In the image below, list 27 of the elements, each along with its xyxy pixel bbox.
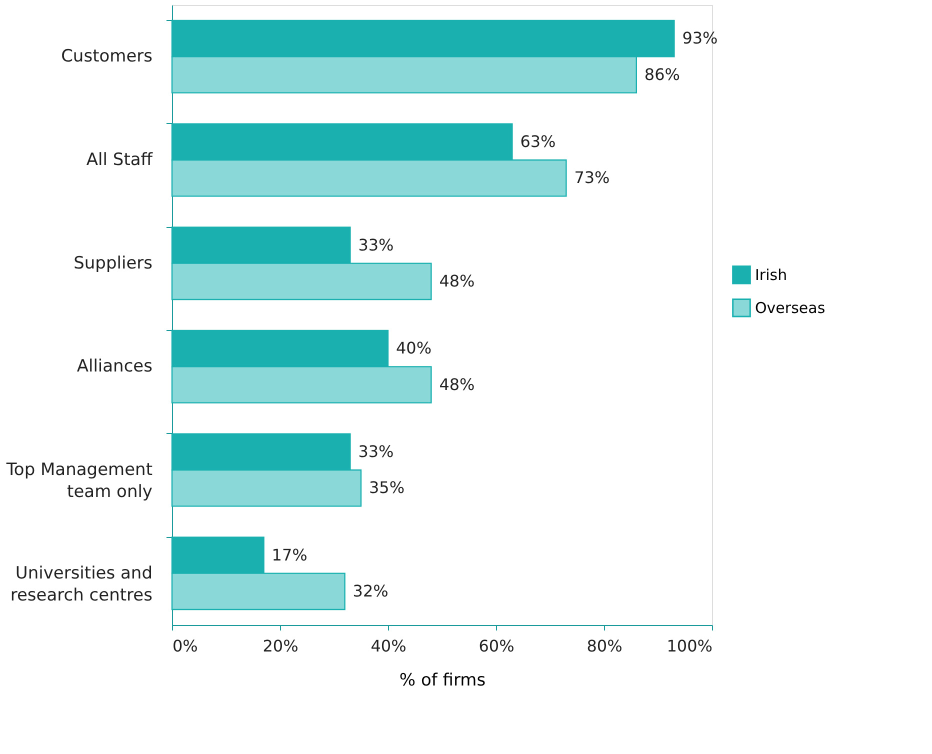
data-label: 35% [369, 478, 405, 498]
x-tick-label: 0% [172, 636, 198, 656]
x-tick-label: 80% [586, 636, 622, 656]
data-label: 32% [352, 581, 388, 600]
data-label: 63% [520, 132, 556, 151]
data-label: 40% [396, 338, 432, 358]
legend-label: Irish [755, 266, 788, 284]
data-label: 73% [574, 168, 610, 188]
y-tick-label: All Staff [86, 150, 154, 170]
data-label: 33% [358, 235, 394, 254]
x-axis-title: % of firms [399, 670, 486, 690]
x-tick-label: 100% [666, 636, 712, 656]
y-tick-label: Customers [61, 46, 153, 67]
data-label: 86% [644, 64, 680, 84]
y-tick-label: Suppliers [74, 253, 153, 274]
data-label: 33% [358, 442, 394, 461]
x-tick-label: 20% [262, 636, 298, 656]
data-label: 93% [682, 28, 718, 48]
x-tick-label: 40% [370, 636, 406, 656]
y-tick-label: Alliances [76, 356, 153, 377]
data-label: 48% [439, 271, 475, 290]
data-label: 17% [272, 545, 308, 564]
y-tick-label: Universities and research centres [10, 563, 153, 606]
x-tick-label: 60% [478, 636, 514, 656]
legend-label: Overseas [755, 298, 826, 317]
data-label: 48% [439, 374, 475, 394]
y-tick-label: Top Management team only [5, 460, 153, 502]
